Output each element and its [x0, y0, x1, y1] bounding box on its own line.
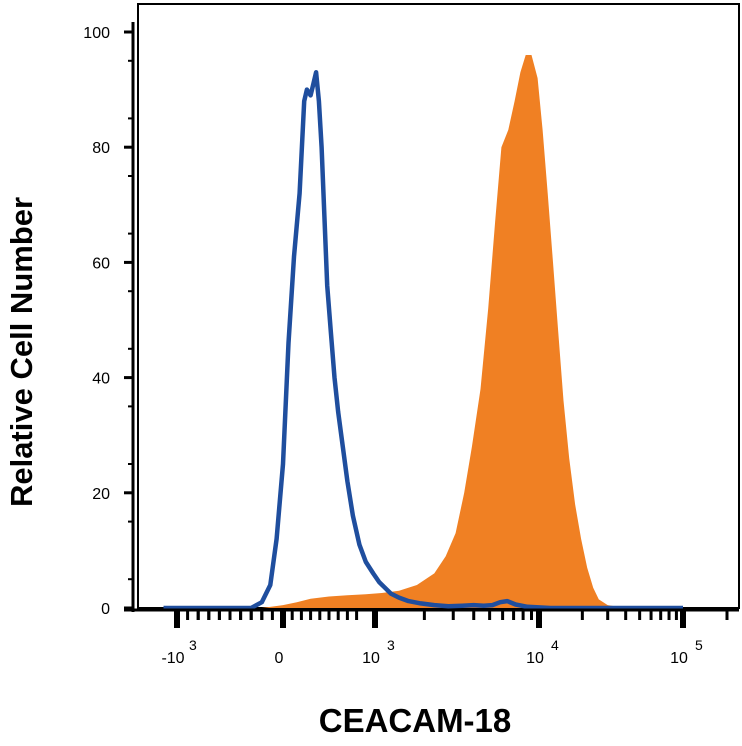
x-tick-label: -10 [161, 650, 184, 667]
y-tick-label: 60 [92, 255, 110, 272]
x-tick-mark [372, 610, 378, 628]
x-tick-mark [174, 610, 180, 628]
y-axis-title: Relative Cell Number [4, 197, 39, 507]
x-tick-mark [680, 610, 686, 628]
x-axis-title: CEACAM-18 [319, 702, 512, 739]
series-ceacam18-antibody-area [261, 55, 626, 608]
x-tick-exponent: 3 [387, 637, 395, 653]
y-tick-label: 40 [92, 371, 110, 388]
x-tick-exponent: 3 [189, 637, 197, 653]
y-tick-label: 20 [92, 486, 110, 503]
x-tick-label: 0 [275, 650, 284, 667]
x-axis-ticks: -10 3 0 10 3 10 4 10 5 [161, 610, 729, 667]
x-tick-exponent: 5 [695, 637, 703, 653]
x-tick-label: 10 [670, 650, 688, 667]
x-tick-label: 10 [526, 650, 544, 667]
y-axis-ticks: 0 20 40 60 80 100 [83, 25, 133, 618]
y-tick-label: 80 [92, 140, 110, 157]
x-tick-label: 10 [362, 650, 380, 667]
x-tick-mark [536, 610, 542, 628]
y-tick-label: 0 [101, 601, 110, 618]
series-isotype-control-line [163, 70, 683, 611]
plot-frame [137, 3, 740, 609]
x-tick-mark [280, 610, 286, 628]
y-tick-label: 100 [83, 25, 110, 42]
x-tick-exponent: 4 [551, 637, 559, 653]
